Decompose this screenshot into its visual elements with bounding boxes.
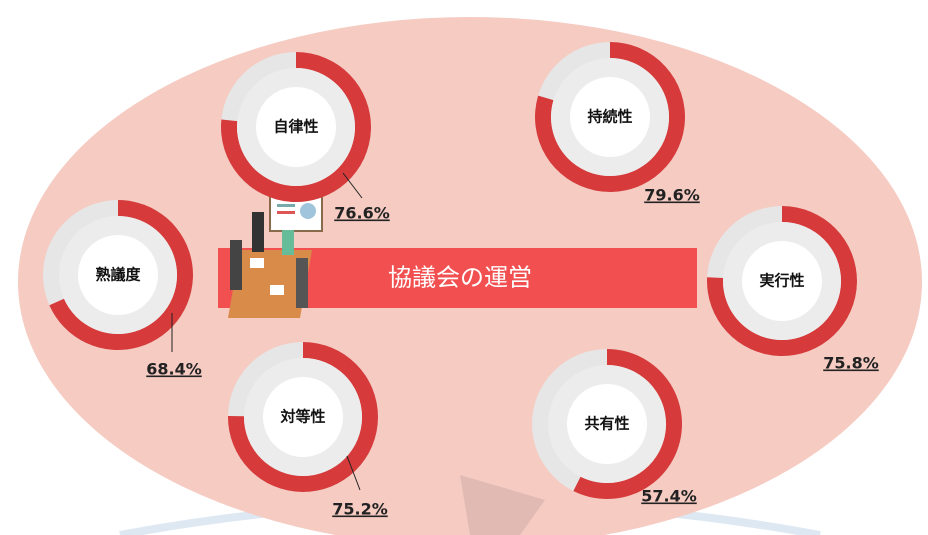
- leader-line: [346, 455, 361, 491]
- donut-title: 持続性: [587, 108, 632, 126]
- value-label: 76.6%: [334, 204, 390, 223]
- value-label: 75.8%: [823, 354, 879, 373]
- donut-center: [78, 235, 158, 315]
- value-label: 75.2%: [332, 500, 388, 519]
- value-label: 79.6%: [644, 186, 700, 205]
- donut-center: [263, 377, 343, 457]
- donut-center: [570, 77, 650, 157]
- meeting-illustration: [228, 192, 323, 318]
- leader-line: [342, 172, 363, 199]
- donut-title: 自律性: [273, 118, 318, 136]
- value-label: 57.4%: [641, 487, 697, 506]
- donut-center: [256, 87, 336, 167]
- decor-arrow: [460, 475, 545, 535]
- donut-title: 熟議度: [95, 266, 141, 284]
- value-label: 68.4%: [146, 360, 202, 379]
- donut-center: [567, 384, 647, 464]
- donut-title: 共有性: [584, 415, 629, 433]
- donut-title: 実行性: [759, 272, 804, 290]
- donut-arc: [573, 348, 683, 500]
- donut-title: 対等性: [279, 408, 325, 426]
- donut-center: [742, 241, 822, 321]
- banner-text: 協議会の運営: [388, 264, 532, 292]
